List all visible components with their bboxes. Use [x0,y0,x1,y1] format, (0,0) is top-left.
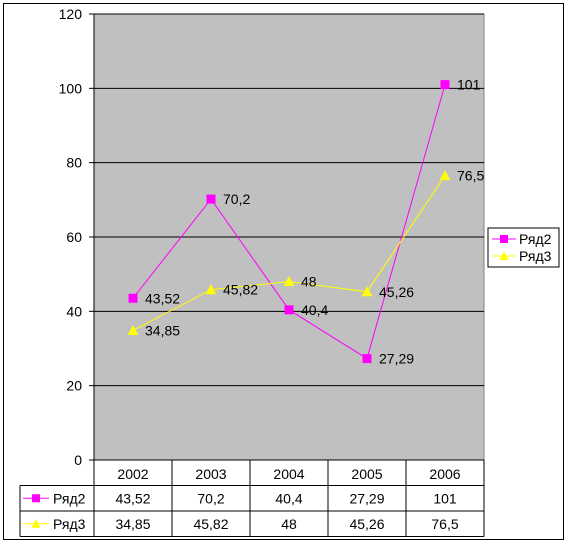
category-label: 2004 [273,466,304,482]
data-point-marker [362,354,372,364]
table-cell-value: 48 [281,516,297,532]
data-label: 70,2 [223,191,250,207]
category-label: 2005 [351,466,382,482]
table-cell-value: 70,2 [197,490,224,506]
data-label: 34,85 [145,322,180,338]
data-label: 76,5 [457,168,484,184]
data-label: 40,4 [301,302,328,318]
legend-box [487,227,560,268]
legend-label: Ряд2 [519,231,552,247]
table-cell-value: 76,5 [431,516,458,532]
legend-key-marker [499,251,509,260]
table-series-name: Ряд2 [53,490,86,506]
category-label: 2002 [117,466,148,482]
data-point-marker [284,305,294,315]
table-cell-value: 40,4 [275,490,302,506]
data-point-marker [205,284,217,295]
data-point-marker [127,324,139,335]
data-point-marker [439,170,451,181]
table-cell-value: 101 [433,490,457,506]
table-series-name: Ряд3 [53,516,86,532]
data-label: 43,52 [145,290,180,306]
table-cell-value: 45,26 [349,516,384,532]
table-cell-value: 45,82 [193,516,228,532]
data-label: 45,26 [379,284,414,300]
y-tick-label: 20 [66,378,82,394]
y-tick-label: 40 [66,303,82,319]
category-label: 2003 [195,466,226,482]
table-cell-value: 27,29 [349,490,384,506]
y-tick-label: 0 [74,452,82,468]
legend-key-marker [500,235,508,243]
data-label: 48 [301,274,317,290]
data-point-marker [440,80,450,90]
category-label: 2006 [429,466,460,482]
data-point-marker [361,286,373,297]
data-label: 27,29 [379,351,414,367]
table-cell-value: 43,52 [115,490,150,506]
y-tick-label: 100 [59,80,83,96]
table-legend-key-marker [32,494,40,503]
table-cell-value: 34,85 [115,516,150,532]
data-point-marker [128,293,138,303]
legend-label: Ряд3 [519,248,552,264]
y-tick-label: 80 [66,155,82,171]
chart-frame [3,3,564,540]
data-point-marker [206,194,216,204]
table-legend-key-marker [31,519,41,528]
data-label: 101 [457,77,481,93]
data-label: 45,82 [223,282,258,298]
data-point-marker [283,276,295,287]
y-tick-label: 120 [59,6,83,22]
y-tick-label: 60 [66,229,82,245]
